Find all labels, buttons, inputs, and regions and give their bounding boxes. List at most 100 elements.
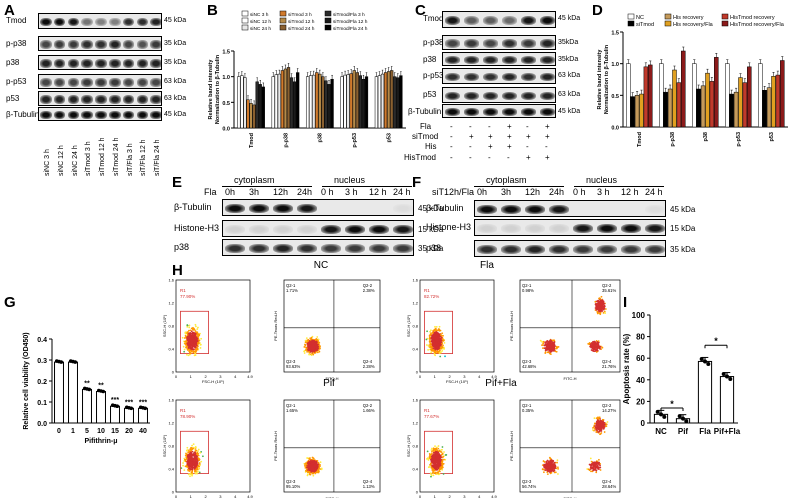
legend-label: siTmod xyxy=(636,22,654,28)
band xyxy=(548,223,570,234)
flow-event xyxy=(306,350,308,353)
band xyxy=(476,244,498,255)
flow-event xyxy=(311,341,314,344)
band xyxy=(482,108,499,116)
panel-label-c: C xyxy=(415,2,426,19)
flow-event xyxy=(190,327,193,330)
flow-event xyxy=(314,342,316,345)
significance-label: * xyxy=(670,399,674,409)
panel-label-d: D xyxy=(592,2,603,19)
data-point xyxy=(721,372,726,377)
blot-c-mark: - xyxy=(488,153,491,162)
blot-c-mark: - xyxy=(526,122,529,131)
significance-label: *** xyxy=(125,399,133,406)
blot-c-mark: + xyxy=(507,132,512,141)
blotE-row-label: β-Tubulin xyxy=(174,202,212,212)
data-point xyxy=(143,406,148,411)
band xyxy=(40,17,52,27)
flow-event xyxy=(186,324,189,326)
flow-event xyxy=(314,349,316,352)
data-point xyxy=(73,360,78,364)
data-point xyxy=(655,409,660,414)
data-point xyxy=(677,414,682,419)
blot-c-condition-label: siTmod xyxy=(412,132,439,141)
band xyxy=(248,243,270,254)
flow-y-tick: 0.8 xyxy=(168,324,174,329)
blot-a-strip-4 xyxy=(38,91,162,106)
data-point xyxy=(725,374,729,379)
flow-event xyxy=(308,351,310,353)
legend-swatch xyxy=(627,20,635,27)
legend-label: siTmod/Fla 12 h xyxy=(333,19,368,25)
band xyxy=(444,39,461,48)
y-tick-label: 0.0 xyxy=(222,127,230,133)
flow-event xyxy=(311,343,313,345)
flow-event xyxy=(199,343,202,346)
band xyxy=(620,223,642,234)
flow-event xyxy=(305,337,308,339)
data-point xyxy=(129,406,134,411)
flow-event xyxy=(195,349,197,352)
y-axis-label: Relative band intensity xyxy=(208,59,214,120)
data-point xyxy=(115,404,120,409)
legend-label: siNC 3 h xyxy=(250,12,269,18)
band xyxy=(596,244,618,255)
flow-event xyxy=(194,323,197,326)
x-tick-label: Tmod xyxy=(637,132,643,147)
blot-c-mark: - xyxy=(450,142,453,151)
blot-c-row-label: p-p53 xyxy=(423,71,444,80)
band xyxy=(67,95,80,104)
flow-event xyxy=(188,350,190,353)
band xyxy=(53,111,66,119)
blot-c-mark: - xyxy=(450,153,453,162)
blot-c-mark: - xyxy=(488,122,491,131)
band xyxy=(150,40,161,49)
flow-event xyxy=(197,326,199,329)
band xyxy=(53,40,66,49)
panel-label-h: H xyxy=(172,262,183,279)
y-tick-label: 0.3 xyxy=(37,358,47,365)
quadrant-label: 93.63% xyxy=(286,364,300,369)
flow-event xyxy=(310,349,313,352)
flow-x-tick: 3 xyxy=(219,374,222,379)
flow-event xyxy=(190,341,193,343)
band xyxy=(108,40,121,49)
flow-event xyxy=(316,348,319,351)
band xyxy=(224,203,246,214)
blot-c-mark: + xyxy=(545,122,550,131)
legend-label: His recovery/Fla xyxy=(673,22,714,28)
flow-event xyxy=(189,337,192,340)
band xyxy=(81,111,93,119)
flow-event xyxy=(317,338,320,341)
band xyxy=(476,204,498,215)
legend-swatch xyxy=(324,10,332,17)
band xyxy=(539,108,555,116)
x-tick-label: 0 xyxy=(57,428,61,435)
band xyxy=(81,78,93,87)
flow-event xyxy=(191,348,194,350)
band xyxy=(520,108,537,116)
band xyxy=(40,95,52,104)
flow-event xyxy=(311,348,314,350)
legend-label: siNC 24 h xyxy=(250,26,271,32)
band xyxy=(150,59,161,68)
band xyxy=(136,40,149,49)
blot-c-mark: + xyxy=(526,153,531,162)
band xyxy=(122,111,135,119)
quadrant-label: Q2-2 xyxy=(363,283,373,288)
blot-c-mark: - xyxy=(469,153,472,162)
band xyxy=(482,56,499,64)
panel-label-a: A xyxy=(4,2,15,19)
gate-label: 77.90% xyxy=(180,294,195,299)
data-point xyxy=(728,377,733,382)
band xyxy=(136,111,149,119)
band xyxy=(501,91,518,101)
quadrant-label: 1.71% xyxy=(286,288,298,293)
flow-event xyxy=(192,351,195,354)
flow-event xyxy=(191,346,194,348)
fraction-nucleus: nucleus xyxy=(334,175,366,185)
y-axis-label: Relative band intensity xyxy=(597,49,603,110)
